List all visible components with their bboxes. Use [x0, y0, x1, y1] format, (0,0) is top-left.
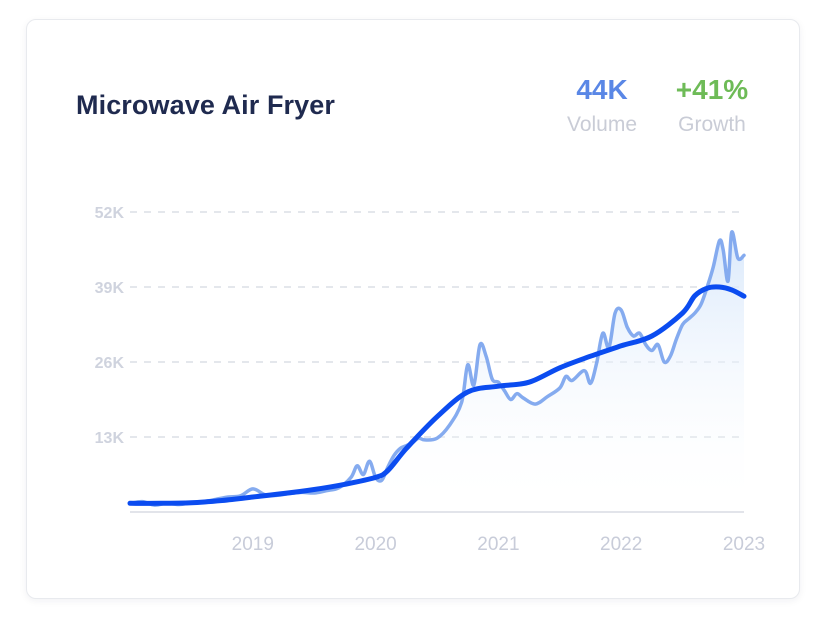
growth-metric: +41% Growth	[665, 72, 759, 142]
growth-value: +41%	[675, 74, 749, 105]
y-tick-label: 13K	[95, 430, 125, 447]
volume-metric: 44K Volume	[557, 72, 647, 142]
trend-series-line	[127, 284, 747, 506]
y-tick-label: 52K	[95, 205, 125, 222]
x-axis: 2019 2020 2021 2022 2023	[232, 534, 765, 555]
x-tick-label: 2021	[477, 534, 519, 555]
card-title: Microwave Air Fryer	[76, 90, 336, 120]
growth-label: Growth	[678, 113, 746, 136]
y-axis: 13K 26K 39K 52K	[95, 205, 125, 447]
x-tick-label: 2022	[600, 534, 642, 555]
raw-area-fill	[130, 231, 744, 512]
y-tick-label: 26K	[95, 355, 125, 372]
x-tick-label: 2019	[232, 534, 274, 555]
volume-value: 44K	[576, 74, 628, 105]
y-tick-label: 39K	[95, 280, 125, 297]
volume-label: Volume	[566, 113, 638, 136]
x-tick-label: 2020	[354, 534, 396, 555]
x-tick-label: 2023	[723, 534, 765, 555]
